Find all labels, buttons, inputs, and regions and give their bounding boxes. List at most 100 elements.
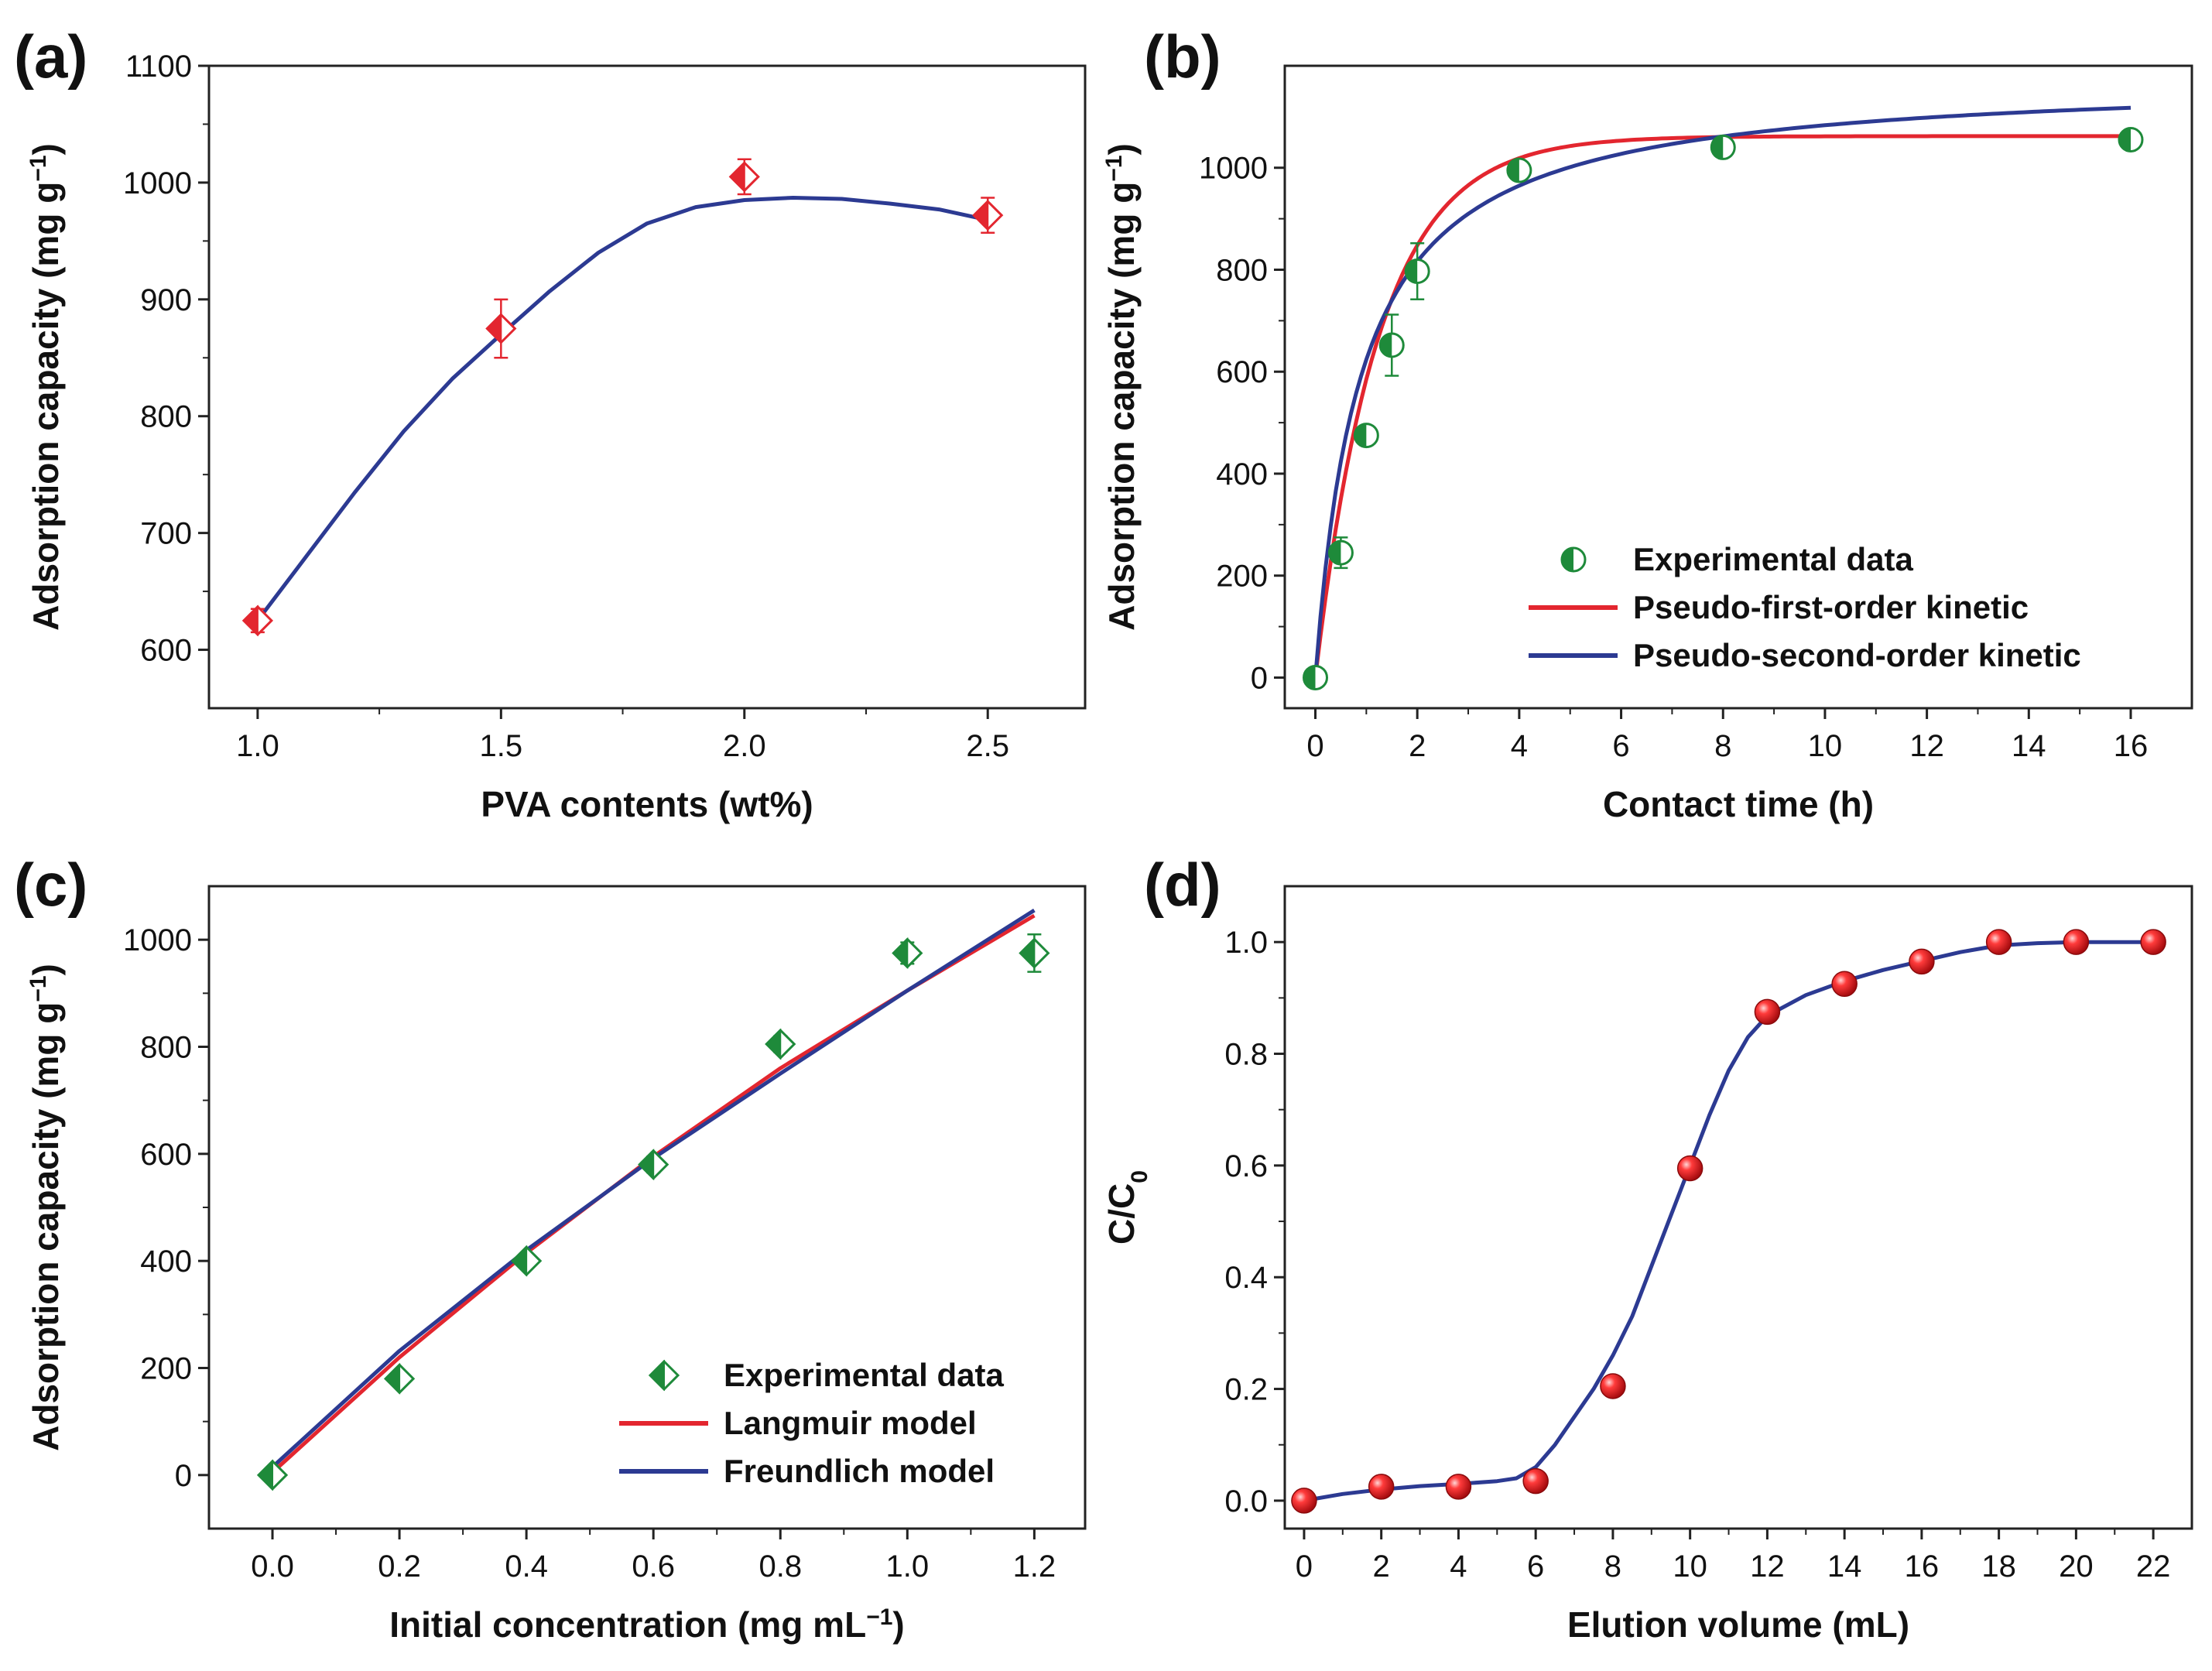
y-tick-label: 0.6 xyxy=(1224,1149,1268,1183)
y-tick-label: 0 xyxy=(1251,661,1268,695)
y-axis-label-sup: −1 xyxy=(26,155,51,181)
legend: Experimental data Langmuir model Freundlic… xyxy=(619,1357,1004,1489)
x-tick-label: 2 xyxy=(1409,729,1426,763)
x-tick-label: 14 xyxy=(2012,729,2046,763)
x-axis-label: PVA contents (wt%) xyxy=(481,784,813,824)
x-tick-label: 0.6 xyxy=(632,1549,675,1584)
x-tick-label: 1.2 xyxy=(1013,1549,1056,1584)
data-point-0 xyxy=(1291,1488,1317,1514)
y-tick-label: 200 xyxy=(140,1352,192,1386)
data-point-2-fill xyxy=(729,160,745,193)
y-tick-label: 0.8 xyxy=(1224,1038,1268,1072)
data-point-2-fill xyxy=(1354,423,1367,447)
y-tick-label: 1100 xyxy=(125,50,192,84)
data-point-5-fill xyxy=(1507,159,1519,183)
y-tick-label: 1000 xyxy=(1199,152,1268,186)
y-axis-label-sup: −1 xyxy=(1101,155,1127,181)
x-tick-label: 0.2 xyxy=(378,1549,421,1584)
x-tick-label: 1.5 xyxy=(480,729,523,763)
data-point-0-fill xyxy=(242,604,259,637)
y-axis-label: Adsorption capacity (mg g−1) xyxy=(26,143,67,631)
series-line-0 xyxy=(255,196,988,622)
x-axis-label: Elution volume (mL) xyxy=(1567,1604,1909,1645)
y-axis-label-sub: 0 xyxy=(1127,1170,1152,1183)
x-tick-label: 10 xyxy=(1808,729,1843,763)
x-tick-label: 16 xyxy=(1905,1549,1940,1584)
y-tick-label: 1.0 xyxy=(1224,926,1268,960)
x-tick-label: 0 xyxy=(1296,1549,1313,1584)
x-tick-label: 0 xyxy=(1306,729,1323,763)
legend-label: Pseudo-second-order kinetic xyxy=(1633,637,2081,673)
legend-label: Langmuir model xyxy=(724,1405,977,1441)
x-tick-label: 6 xyxy=(1612,729,1629,763)
data-point-4-fill xyxy=(765,1028,782,1060)
x-tick-label: 16 xyxy=(2114,729,2149,763)
data-point-0-fill xyxy=(1303,666,1316,690)
data-point-9 xyxy=(1985,929,2012,955)
legend: Experimental data Pseudo-first-order kine… xyxy=(1529,541,2081,673)
data-point-5 xyxy=(1676,1155,1704,1182)
legend-label: Pseudo-first-order kinetic xyxy=(1633,589,2029,625)
y-axis-label: Adsorption capacity (mg g−1) xyxy=(1101,143,1142,631)
data-point-4-fill xyxy=(1406,259,1418,283)
x-axis-label-sup: −1 xyxy=(866,1604,892,1630)
x-tick-label: 0.8 xyxy=(758,1549,802,1584)
y-tick-label: 700 xyxy=(140,517,192,551)
y-axis-label-end: ) xyxy=(1101,143,1142,155)
x-tick-label: 2.5 xyxy=(966,729,1009,763)
x-tick-label: 18 xyxy=(1981,1549,2016,1584)
data-point-3-fill xyxy=(972,199,989,231)
data-point-7-fill xyxy=(2118,128,2131,152)
plot-frame xyxy=(207,64,1087,710)
y-tick-label: 400 xyxy=(140,1245,192,1279)
data-point-10 xyxy=(2063,929,2090,955)
x-tick-label: 12 xyxy=(1909,729,1944,763)
x-tick-label: 1.0 xyxy=(886,1549,930,1584)
x-tick-label: 0.0 xyxy=(251,1549,294,1584)
x-axis-label: Initial concentration (mg mL−1) xyxy=(389,1604,904,1645)
x-tick-label: 4 xyxy=(1511,729,1528,763)
data-point-1-fill xyxy=(485,313,502,344)
y-tick-label: 600 xyxy=(140,1138,192,1172)
panel-label-a: (a) xyxy=(14,22,87,91)
y-tick-label: 0.2 xyxy=(1224,1373,1268,1407)
chart-panel-d: 0 2 4 6 8 10 12 14 16 18 20 22 0.0 0.2 0.4 0.6 0.8 1.0 Elu… xyxy=(1101,885,2193,1645)
x-axis-label: Contact time (h) xyxy=(1603,784,1874,824)
data-point-1-fill xyxy=(1329,541,1341,565)
panel-label-b: (b) xyxy=(1144,22,1221,91)
y-tick-label: 600 xyxy=(1216,355,1268,389)
legend-marker-fill xyxy=(1562,548,1573,571)
x-tick-label: 8 xyxy=(1714,729,1731,763)
data-point-6-fill xyxy=(1711,135,1724,159)
panel-label-d: (d) xyxy=(1144,851,1221,919)
y-tick-label: 400 xyxy=(1216,457,1268,491)
data-point-11 xyxy=(2140,929,2166,955)
data-point-1-fill xyxy=(384,1362,401,1395)
x-tick-label: 1.0 xyxy=(236,729,279,763)
y-tick-label: 800 xyxy=(1216,253,1268,287)
x-tick-label: 12 xyxy=(1750,1549,1785,1584)
data-point-2 xyxy=(1445,1474,1472,1500)
panel-label-c: (c) xyxy=(14,851,87,919)
x-tick-label: 20 xyxy=(2059,1549,2094,1584)
chart-panel-a: 1.0 1.5 2.0 2.5 600 700 800 900 1000 1100 PVA cont… xyxy=(26,50,1087,824)
y-tick-label: 800 xyxy=(140,1031,192,1065)
y-tick-label: 1000 xyxy=(123,166,192,200)
legend-marker-fill xyxy=(649,1359,665,1392)
chart-panel-c: 0.0 0.2 0.4 0.6 0.8 1.0 1.2 0 200 400 600 800 1000 In… xyxy=(26,885,1087,1645)
y-tick-label: 900 xyxy=(140,283,192,317)
x-tick-label: 2.0 xyxy=(723,729,766,763)
legend-label: Experimental data xyxy=(724,1357,1004,1393)
y-tick-label: 600 xyxy=(140,634,192,668)
x-tick-label: 14 xyxy=(1827,1549,1862,1584)
data-point-3-fill xyxy=(1380,333,1392,357)
x-tick-label: 8 xyxy=(1604,1549,1621,1584)
data-point-0-fill xyxy=(257,1459,274,1491)
data-point-1 xyxy=(1368,1474,1395,1500)
data-point-6 xyxy=(1754,998,1781,1026)
plot-frame xyxy=(1283,885,2193,1530)
y-tick-label: 800 xyxy=(140,400,192,434)
data-point-7 xyxy=(1831,971,1858,998)
data-point-4 xyxy=(1600,1373,1626,1399)
